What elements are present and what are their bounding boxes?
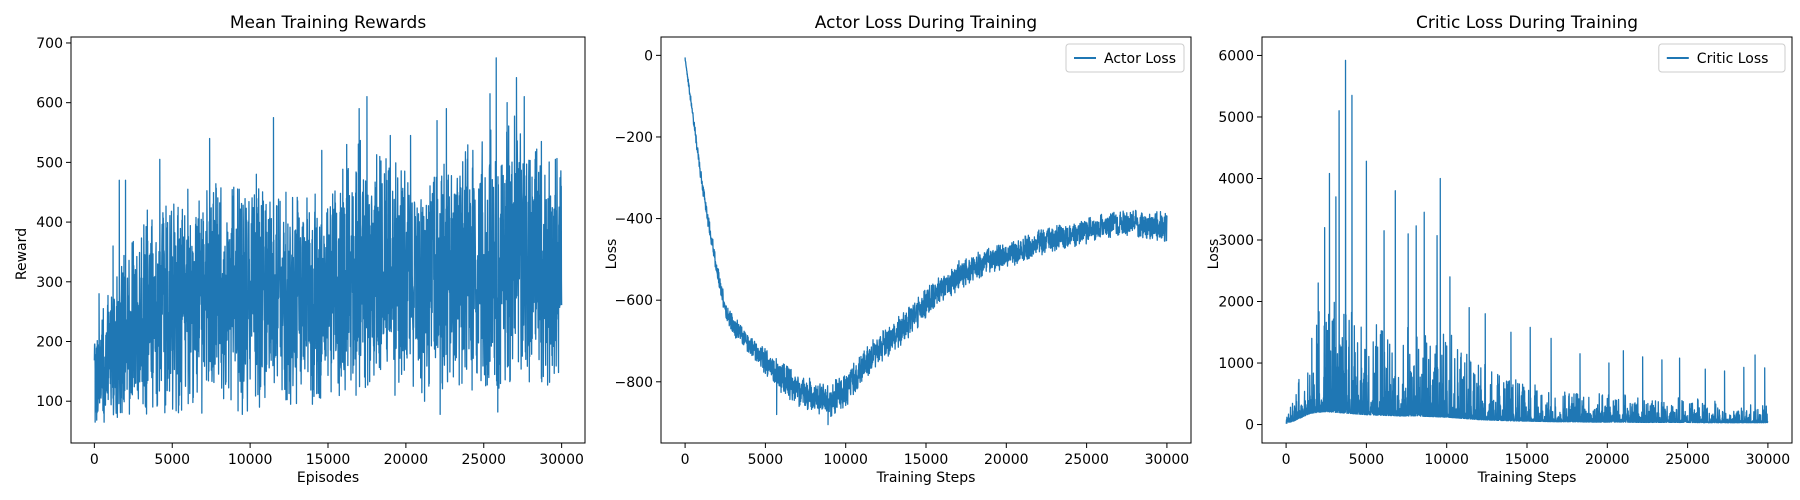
x-axis-label: Episodes [297, 470, 359, 486]
series-line [684, 57, 1168, 426]
x-tick-label: 30000 [1746, 452, 1791, 468]
plot-area: 0 5000 10000 15000 20000 25000 30000 100 200 300 4… [36, 36, 586, 468]
x-tick-label: 10000 [823, 452, 868, 468]
x-tick-label: 20000 [384, 452, 429, 468]
chart-panel-actor-loss: Actor Loss During Training 0 5000 10000 150… [604, 13, 1192, 486]
y-tick-label: 0 [644, 48, 653, 64]
x-axis-label: Training Steps [1477, 470, 1577, 486]
y-tick-label: 600 [36, 96, 63, 112]
x-tick-label: 20000 [984, 452, 1029, 468]
y-tick-label: 5000 [1218, 110, 1254, 126]
y-tick-label: −800 [615, 375, 653, 391]
x-tick-label: 5000 [1349, 452, 1385, 468]
chart-title: Critic Loss During Training [1416, 13, 1638, 33]
x-tick-label: 20000 [1585, 452, 1630, 468]
x-tick-label: 15000 [904, 452, 949, 468]
x-tick-label: 25000 [1665, 452, 1710, 468]
x-tick-label: 25000 [461, 452, 506, 468]
legend-box [1658, 43, 1786, 73]
y-axis-label: Loss [1206, 239, 1222, 270]
legend: Actor Loss [1065, 43, 1185, 73]
legend-label: Actor Loss [1104, 51, 1176, 67]
series-line [93, 57, 563, 423]
y-tick-label: 3000 [1218, 233, 1254, 249]
y-tick-label: 2000 [1218, 295, 1254, 311]
chart-title: Actor Loss During Training [815, 13, 1037, 33]
chart-panel-critic-loss: Critic Loss During Training 0 5000 10000 15… [1206, 13, 1793, 486]
x-tick-label: 25000 [1064, 452, 1109, 468]
legend: Critic Loss [1658, 43, 1786, 73]
x-axis-label: Training Steps [876, 470, 976, 486]
y-tick-label: 100 [36, 394, 63, 410]
y-tick-label: −400 [615, 212, 653, 228]
x-tick-label: 15000 [1505, 452, 1550, 468]
x-tick-label: 15000 [306, 452, 351, 468]
plot-area: 0 5000 10000 15000 20000 25000 30000 0 1000 2000 3… [1218, 36, 1793, 468]
y-tick-label: 400 [36, 215, 63, 231]
x-tick-label: 30000 [1145, 452, 1190, 468]
x-tick-label: 0 [1282, 452, 1291, 468]
y-tick-label: 500 [36, 155, 63, 171]
y-tick-label: −600 [615, 293, 653, 309]
x-tick-label: 5000 [748, 452, 784, 468]
x-tick-label: 10000 [1424, 452, 1469, 468]
x-tick-label: 30000 [539, 452, 584, 468]
series-line [1285, 59, 1769, 424]
legend-box [1065, 43, 1185, 73]
y-tick-label: 0 [1245, 418, 1254, 434]
plot-area: 0 5000 10000 15000 20000 25000 30000 0 −200 −400 −… [615, 36, 1192, 468]
x-tick-label: 0 [90, 452, 99, 468]
y-tick-label: 6000 [1218, 48, 1254, 64]
y-tick-label: −200 [615, 130, 653, 146]
y-axis-label: Loss [604, 239, 620, 270]
legend-label: Critic Loss [1697, 51, 1769, 67]
x-tick-label: 0 [681, 452, 690, 468]
y-tick-label: 200 [36, 335, 63, 351]
x-tick-label: 10000 [228, 452, 273, 468]
y-tick-label: 300 [36, 275, 63, 291]
x-tick-label: 5000 [154, 452, 190, 468]
chart-title: Mean Training Rewards [230, 13, 427, 33]
chart-panel-rewards: Mean Training Rewards 0 5000 10000 15000 200… [14, 13, 586, 486]
y-tick-label: 4000 [1218, 171, 1254, 187]
y-tick-label: 1000 [1218, 356, 1254, 372]
y-tick-label: 700 [36, 36, 63, 52]
y-axis-label: Reward [14, 228, 30, 280]
